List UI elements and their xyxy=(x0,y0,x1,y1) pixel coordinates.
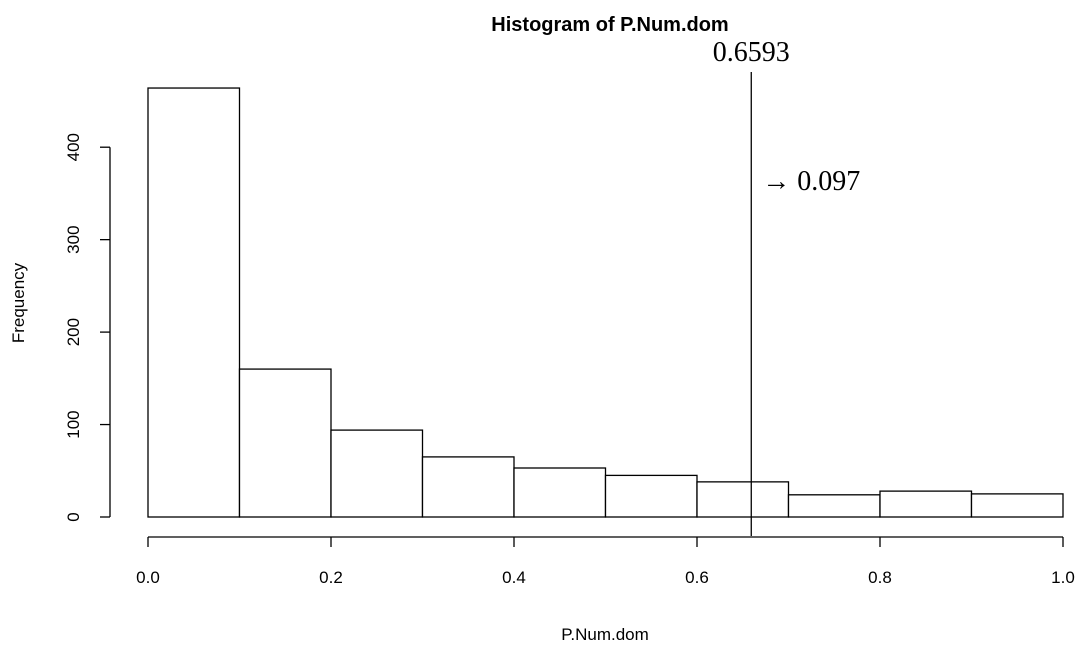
x-tick-label-3: 0.6 xyxy=(685,568,709,587)
y-tick-label-3: 300 xyxy=(64,225,83,253)
histogram-bar-1 xyxy=(238,368,332,518)
reference-line-annotation: → 0.097 xyxy=(762,166,860,197)
histogram-bar-6 xyxy=(696,481,790,518)
histogram-bar-2 xyxy=(330,429,424,518)
y-axis: 0 100 200 300 400 xyxy=(64,133,111,522)
x-tick-label-4: 0.8 xyxy=(868,568,892,587)
x-tick-label-1: 0.2 xyxy=(319,568,343,587)
chart-title: Histogram of P.Num.dom xyxy=(491,14,728,36)
histogram-bar-3 xyxy=(421,456,515,518)
y-tick-label-0: 0 xyxy=(64,512,83,521)
y-tick-label-2: 200 xyxy=(64,318,83,346)
histogram-bar-0 xyxy=(147,87,241,518)
histogram-bar-9 xyxy=(970,493,1064,518)
histogram-bar-8 xyxy=(879,490,973,518)
histogram-bar-5 xyxy=(604,474,698,518)
histogram-bar-7 xyxy=(787,494,881,518)
y-tick-label-1: 100 xyxy=(64,410,83,438)
reference-line-label: 0.6593 xyxy=(713,37,790,68)
x-tick-label-5: 1.0 xyxy=(1051,568,1075,587)
reference-line-group: 0.6593 → 0.097 xyxy=(713,37,860,536)
x-tick-label-2: 0.4 xyxy=(502,568,526,587)
bars-group xyxy=(147,87,1064,518)
histogram-bar-4 xyxy=(513,467,607,518)
x-axis-label: P.Num.dom xyxy=(561,625,649,644)
y-tick-label-4: 400 xyxy=(64,133,83,161)
x-axis: 0.0 0.2 0.4 0.6 0.8 1.0 xyxy=(136,536,1075,587)
y-axis-label: Frequency xyxy=(9,262,28,343)
x-tick-label-0: 0.0 xyxy=(136,568,160,587)
